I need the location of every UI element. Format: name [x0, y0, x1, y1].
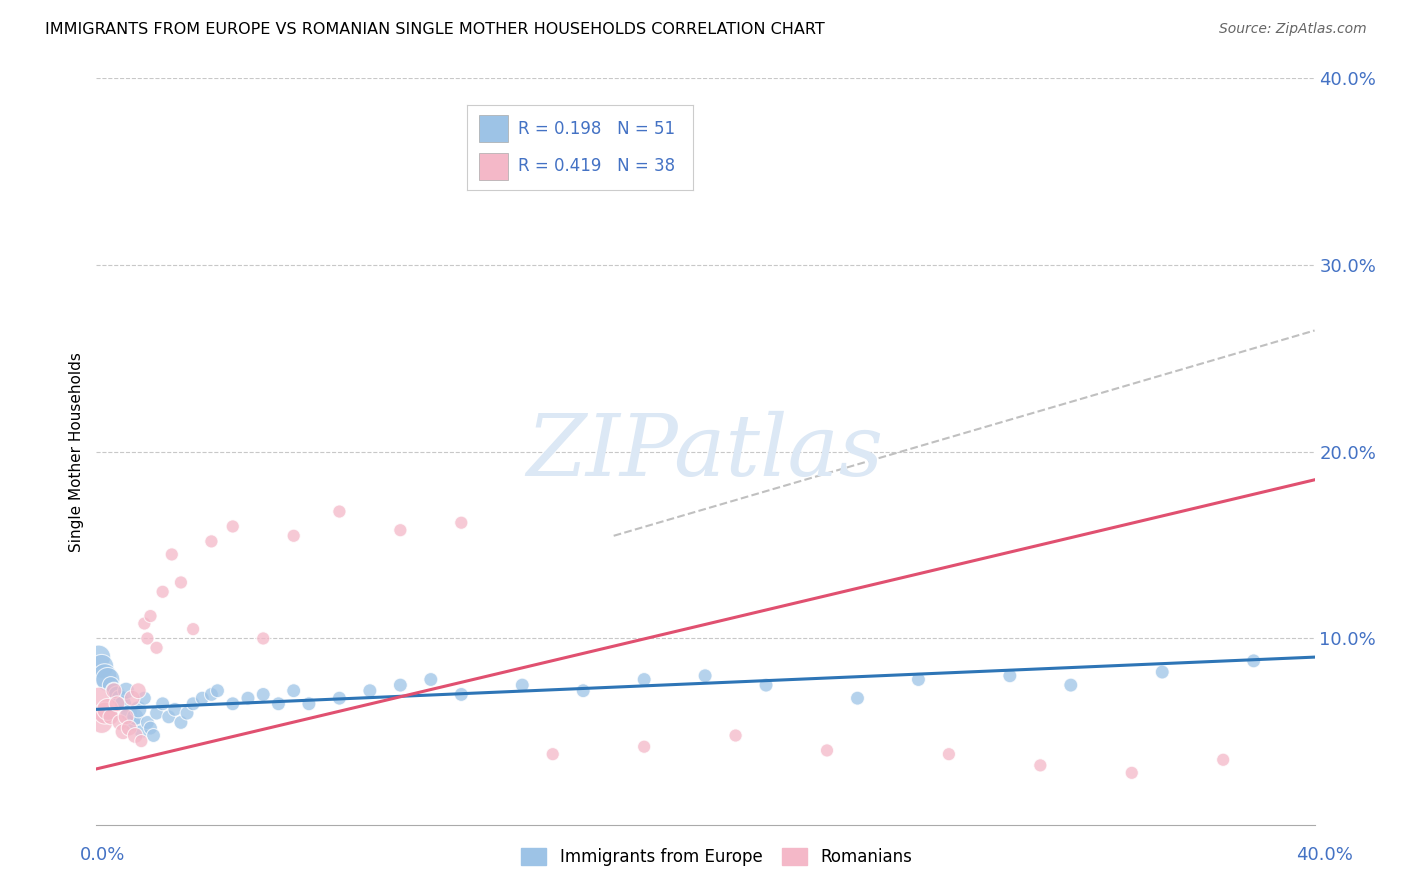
- Legend: Immigrants from Europe, Romanians: Immigrants from Europe, Romanians: [515, 841, 920, 873]
- Point: [136, 632, 159, 646]
- Point: [97, 702, 120, 716]
- Point: [100, 710, 122, 724]
- Point: [222, 697, 245, 711]
- Point: [131, 734, 153, 748]
- Point: [328, 691, 350, 706]
- Point: [207, 683, 229, 698]
- Point: [118, 721, 141, 735]
- Point: [236, 691, 259, 706]
- Text: IMMIGRANTS FROM EUROPE VS ROMANIAN SINGLE MOTHER HOUSEHOLDS CORRELATION CHART: IMMIGRANTS FROM EUROPE VS ROMANIAN SINGL…: [45, 22, 825, 37]
- Point: [755, 678, 778, 692]
- Point: [100, 678, 122, 692]
- Point: [112, 697, 135, 711]
- Point: [94, 669, 117, 683]
- Point: [145, 640, 167, 655]
- Point: [389, 678, 412, 692]
- Point: [134, 691, 156, 706]
- Point: [124, 729, 146, 743]
- Point: [328, 504, 350, 518]
- Point: [283, 683, 305, 698]
- Point: [450, 688, 472, 702]
- Point: [142, 729, 165, 743]
- Point: [131, 724, 153, 739]
- Point: [298, 697, 321, 711]
- Point: [152, 584, 174, 599]
- Point: [134, 616, 156, 631]
- Point: [1152, 665, 1174, 679]
- Text: 0.0%: 0.0%: [80, 846, 125, 863]
- Point: [145, 706, 167, 720]
- Point: [907, 673, 929, 687]
- Point: [105, 688, 128, 702]
- Point: [846, 691, 869, 706]
- Point: [252, 632, 274, 646]
- Point: [1121, 765, 1143, 780]
- Point: [103, 683, 125, 698]
- Point: [90, 659, 112, 673]
- Point: [181, 697, 204, 711]
- Point: [115, 683, 138, 698]
- Y-axis label: Single Mother Households: Single Mother Households: [69, 351, 84, 552]
- Point: [127, 702, 149, 716]
- Text: Source: ZipAtlas.com: Source: ZipAtlas.com: [1219, 22, 1367, 37]
- Text: ZIPatlas: ZIPatlas: [526, 410, 884, 493]
- Point: [359, 683, 381, 698]
- Point: [108, 691, 131, 706]
- Point: [1243, 654, 1265, 668]
- Point: [998, 669, 1021, 683]
- Point: [176, 706, 198, 720]
- Point: [267, 697, 290, 711]
- Point: [139, 609, 162, 624]
- Point: [103, 683, 125, 698]
- Point: [124, 710, 146, 724]
- Point: [115, 710, 138, 724]
- Point: [1029, 758, 1052, 772]
- Point: [90, 715, 112, 730]
- Point: [633, 673, 655, 687]
- Point: [389, 523, 412, 537]
- Text: 40.0%: 40.0%: [1296, 846, 1353, 863]
- Point: [572, 683, 595, 698]
- Point: [252, 688, 274, 702]
- Point: [112, 724, 135, 739]
- Point: [938, 747, 960, 761]
- Point: [283, 529, 305, 543]
- Point: [191, 691, 214, 706]
- Point: [157, 710, 180, 724]
- Point: [121, 691, 143, 706]
- Point: [105, 697, 128, 711]
- Point: [118, 706, 141, 720]
- Point: [87, 691, 110, 706]
- Point: [695, 669, 717, 683]
- Point: [136, 715, 159, 730]
- Point: [170, 715, 193, 730]
- Point: [633, 739, 655, 754]
- Point: [815, 743, 838, 757]
- Point: [510, 678, 533, 692]
- Point: [181, 622, 204, 636]
- Point: [1060, 678, 1083, 692]
- Point: [1212, 753, 1234, 767]
- Point: [724, 729, 747, 743]
- Point: [541, 747, 564, 761]
- Point: [163, 702, 186, 716]
- Point: [94, 706, 117, 720]
- Point: [170, 575, 193, 590]
- Point: [419, 673, 441, 687]
- Point: [127, 683, 149, 698]
- Point: [121, 715, 143, 730]
- Point: [97, 673, 120, 687]
- Point: [160, 548, 183, 562]
- Point: [200, 534, 222, 549]
- Point: [139, 721, 162, 735]
- Point: [222, 519, 245, 533]
- Point: [200, 688, 222, 702]
- Point: [450, 516, 472, 530]
- Point: [87, 650, 110, 665]
- Point: [152, 697, 174, 711]
- Point: [108, 715, 131, 730]
